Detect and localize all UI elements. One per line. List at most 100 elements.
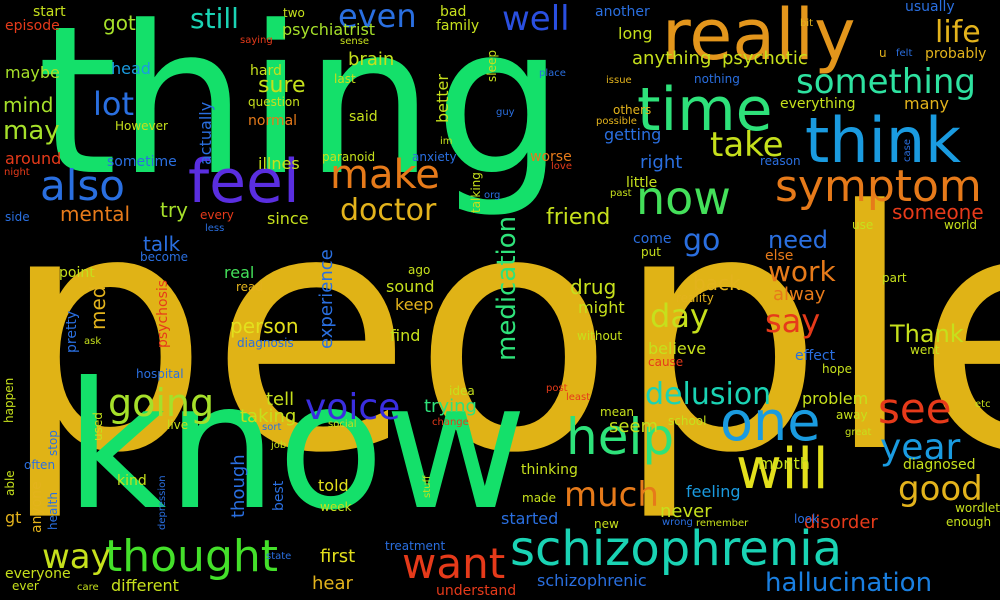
- cloud-word-friend: friend: [546, 205, 611, 230]
- cloud-word-treatment: treatment: [385, 539, 446, 553]
- cloud-word-drug: drug: [570, 275, 617, 299]
- cloud-word-told: told: [318, 476, 349, 495]
- cloud-word-doctor: doctor: [340, 193, 437, 228]
- cloud-word-wordlet: wordlet: [955, 501, 1000, 515]
- cloud-word-side: side: [5, 210, 30, 224]
- cloud-word-gt: gt: [5, 508, 22, 527]
- cloud-word-last: last: [334, 72, 356, 86]
- cloud-word-world: world: [944, 218, 978, 232]
- cloud-word-idea: idea: [449, 384, 475, 398]
- cloud-word-good: good: [898, 469, 983, 509]
- cloud-word-start: start: [33, 4, 66, 20]
- cloud-word-got: got: [103, 11, 136, 35]
- cloud-word-understand: understand: [436, 583, 517, 599]
- cloud-word-better: better: [433, 73, 452, 123]
- cloud-word-issue: issue: [606, 75, 632, 86]
- cloud-word-mean: mean: [600, 405, 635, 419]
- cloud-word-think: think: [805, 104, 962, 177]
- cloud-word-ago: ago: [408, 263, 431, 277]
- cloud-word-alway: alway: [773, 284, 826, 305]
- cloud-word-cause: cause: [648, 355, 684, 369]
- cloud-word-come: come: [633, 231, 672, 247]
- cloud-word-day: day: [650, 297, 709, 335]
- cloud-word-happen: happen: [2, 377, 16, 423]
- cloud-word-illnes: illnes: [258, 154, 300, 173]
- cloud-word-ever: ever: [12, 579, 39, 593]
- cloud-word-sound: sound: [386, 277, 435, 296]
- cloud-word-guy: guy: [496, 107, 515, 118]
- cloud-word-month: month: [758, 454, 810, 473]
- cloud-word-talking: talking: [469, 171, 483, 213]
- cloud-word-actually: actually: [196, 101, 215, 165]
- cloud-word-mind: mind: [3, 93, 54, 117]
- cloud-word-diagnosed: diagnosed: [903, 457, 976, 473]
- cloud-word-also: also: [40, 161, 125, 210]
- cloud-word-medication: medication: [492, 216, 522, 362]
- cloud-word-im: im: [440, 136, 453, 147]
- cloud-word-take: take: [710, 125, 784, 165]
- cloud-word-made: made: [522, 491, 557, 505]
- cloud-word-feeling: feeling: [686, 482, 741, 501]
- cloud-word-someone: someone: [892, 200, 984, 224]
- cloud-word-place: place: [539, 68, 566, 79]
- cloud-word-possible: possible: [596, 116, 637, 127]
- cloud-word-read: read: [236, 280, 264, 294]
- cloud-word-say: say: [765, 302, 821, 340]
- cloud-word-part: part: [882, 271, 907, 285]
- cloud-word-right: right: [640, 152, 683, 173]
- cloud-word-social: social: [328, 419, 357, 430]
- cloud-word-school: school: [668, 414, 707, 428]
- cloud-word-worse: worse: [530, 149, 572, 165]
- cloud-word-family: family: [436, 18, 480, 34]
- cloud-word-nothing: nothing: [694, 72, 740, 86]
- cloud-word-though: though: [228, 454, 249, 519]
- cloud-word-thank: Thank: [890, 320, 964, 348]
- cloud-word-work: work: [768, 255, 836, 288]
- cloud-word-first: first: [320, 546, 356, 567]
- cloud-word-job: job: [271, 440, 287, 451]
- cloud-word-saying: saying: [240, 35, 273, 46]
- cloud-word-best: best: [271, 481, 287, 512]
- cloud-word-problem: problem: [802, 389, 869, 408]
- cloud-word-brain: brain: [348, 49, 395, 70]
- cloud-word-reason: reason: [760, 154, 801, 168]
- cloud-word-find: find: [390, 326, 421, 345]
- cloud-word-way: way: [42, 537, 111, 577]
- cloud-word-probably: probably: [925, 46, 987, 62]
- cloud-word-everyone: everyone: [5, 566, 71, 582]
- cloud-word-bad: bad: [440, 4, 467, 20]
- cloud-word-two: two: [283, 6, 305, 20]
- cloud-word-less: less: [205, 223, 225, 234]
- cloud-word-reality: reality: [676, 291, 714, 305]
- cloud-word-effect: effect: [795, 348, 836, 364]
- cloud-word-schizophrenic: schizophrenic: [537, 571, 647, 590]
- cloud-word-often: often: [24, 458, 56, 472]
- cloud-word-even: even: [338, 0, 417, 35]
- cloud-word-wrong: wrong: [662, 517, 693, 528]
- cloud-word-many: many: [904, 94, 949, 113]
- cloud-word-maybe: maybe: [5, 63, 60, 82]
- cloud-word-started: started: [501, 509, 559, 528]
- cloud-word-never: never: [660, 501, 712, 522]
- cloud-word-thought: thought: [105, 531, 279, 582]
- cloud-word-since: since: [267, 209, 309, 228]
- cloud-word-anyone: anyone: [29, 481, 45, 534]
- cloud-word-make: make: [330, 152, 440, 198]
- cloud-word-ask: ask: [84, 336, 102, 347]
- cloud-word-normal: normal: [248, 113, 298, 129]
- cloud-word-state: state: [266, 551, 292, 562]
- cloud-word-everything: everything: [780, 96, 856, 112]
- cloud-word-least: least: [566, 392, 591, 403]
- cloud-word-little: little: [626, 175, 658, 191]
- cloud-word-stuff: stuff: [422, 475, 433, 498]
- cloud-word-might: might: [578, 298, 625, 317]
- cloud-word-hard: hard: [250, 63, 282, 79]
- cloud-word-pretty: pretty: [64, 310, 80, 354]
- cloud-word-bit: bit: [800, 18, 814, 29]
- cloud-word-post: post: [546, 383, 568, 394]
- cloud-word-thinking: thinking: [521, 462, 578, 478]
- cloud-word-diagnosis: diagnosis: [237, 336, 294, 350]
- cloud-word-person: person: [230, 314, 299, 338]
- cloud-word-case: case: [902, 139, 913, 162]
